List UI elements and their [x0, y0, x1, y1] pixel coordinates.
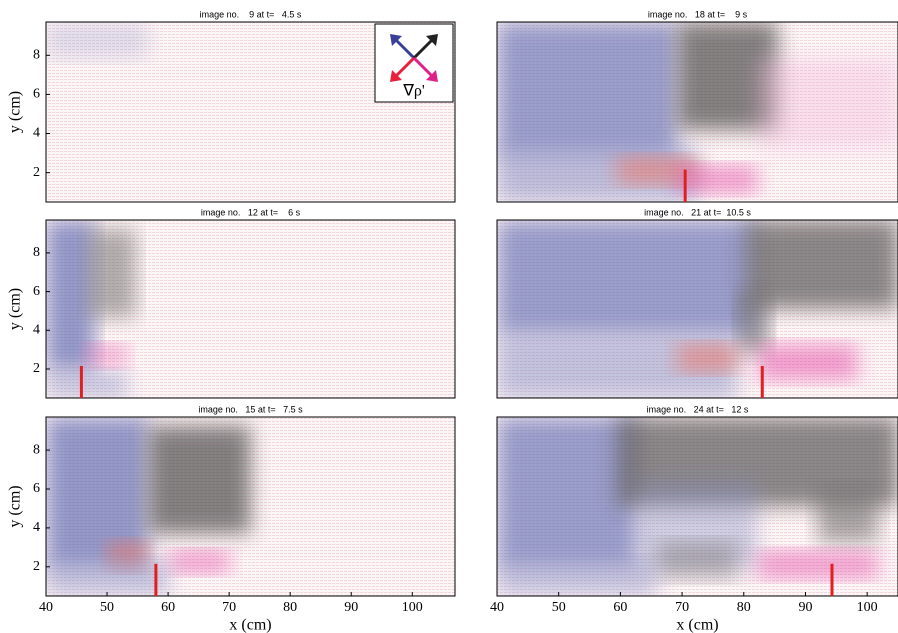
x-tick-label: 80	[737, 600, 751, 615]
axes-frame	[496, 219, 898, 399]
y-axis-label: y (cm)	[7, 91, 24, 133]
legend-arrow	[392, 56, 416, 80]
legend-arrowhead	[426, 34, 438, 46]
y-tick-label: 6	[33, 481, 40, 496]
x-tick-label: 90	[344, 600, 358, 615]
x-tick-label: 60	[613, 600, 627, 615]
y-axis-label: y (cm)	[7, 485, 24, 527]
y-tick-label: 6	[33, 87, 40, 102]
field-stripes	[497, 417, 898, 596]
y-axis-label: y (cm)	[7, 288, 24, 330]
vector-field	[46, 417, 455, 596]
field-stripes	[46, 417, 455, 596]
legend: ∇ρ'	[374, 23, 454, 103]
x-tick-label: 40	[39, 600, 53, 615]
panel-title: image no. 24 at t= 12 s	[647, 404, 749, 414]
vector-field	[497, 22, 898, 202]
axes-frame	[45, 21, 456, 203]
vector-field	[46, 220, 455, 398]
x-tick-label: 50	[100, 600, 114, 615]
panel: image no. 18 at t= 9 s	[496, 9, 898, 203]
panel-title: image no. 21 at t= 10.5 s	[644, 207, 751, 217]
x-axis-label: x (cm)	[676, 617, 718, 633]
legend-arrowhead	[426, 70, 438, 82]
axes-frame	[496, 21, 898, 203]
axes-frame	[45, 219, 456, 399]
legend-label: ∇ρ'	[402, 83, 425, 100]
legend-arrow	[412, 56, 436, 80]
panel-title: image no. 9 at t= 4.5 s	[200, 9, 302, 19]
y-tick-label: 8	[33, 47, 40, 62]
panel-title: image no. 15 at t= 7.5 s	[198, 404, 303, 414]
x-tick-label: 50	[552, 600, 566, 615]
y-tick-label: 6	[33, 284, 40, 299]
x-tick-label: 70	[222, 600, 236, 615]
panel: image no. 15 at t= 7.5 s 2 4 6 8 40 50 60 70 80 90…	[7, 404, 456, 633]
panel: image no. 21 at t= 10.5 s	[496, 207, 898, 399]
field-stripes	[497, 220, 898, 398]
y-tick-label: 4	[33, 126, 40, 141]
axes-frame	[45, 416, 456, 597]
x-tick-label: 80	[283, 600, 297, 615]
x-axis-label: x (cm)	[229, 617, 271, 633]
legend-arrowhead	[390, 70, 402, 82]
y-tick-label: 2	[33, 361, 40, 376]
panel-title: image no. 18 at t= 9 s	[648, 9, 748, 19]
field-stripes	[46, 220, 455, 398]
legend-arrow	[392, 36, 416, 60]
y-tick-label: 4	[33, 323, 40, 338]
field-stripes	[497, 22, 898, 202]
y-tick-label: 8	[33, 442, 40, 457]
x-tick-label: 90	[798, 600, 812, 615]
legend-arrowhead	[390, 34, 402, 46]
panel: image no. 9 at t= 4.5 s 2 4 6 8 y (cm) ∇ρ'	[7, 9, 456, 203]
y-tick-label: 2	[33, 559, 40, 574]
legend-arrow	[412, 36, 436, 60]
panel: image no. 12 at t= 6 s 2 4 6 8 y (cm)	[7, 207, 456, 399]
x-tick-label: 40	[490, 600, 504, 615]
panel-title: image no. 12 at t= 6 s	[201, 207, 301, 217]
y-tick-label: 8	[33, 245, 40, 260]
vector-field	[497, 417, 898, 596]
x-tick-label: 60	[161, 600, 175, 615]
x-tick-label: 100	[402, 600, 423, 615]
axes-frame	[496, 416, 898, 597]
x-tick-label: 100	[857, 600, 878, 615]
y-tick-label: 4	[33, 520, 40, 535]
x-tick-label: 70	[675, 600, 689, 615]
vector-field	[497, 220, 898, 398]
panel: image no. 24 at t= 12 s 40 50 60 70 80 90 100 x …	[490, 404, 898, 633]
legend-box	[374, 23, 454, 103]
y-tick-label: 2	[33, 165, 40, 180]
